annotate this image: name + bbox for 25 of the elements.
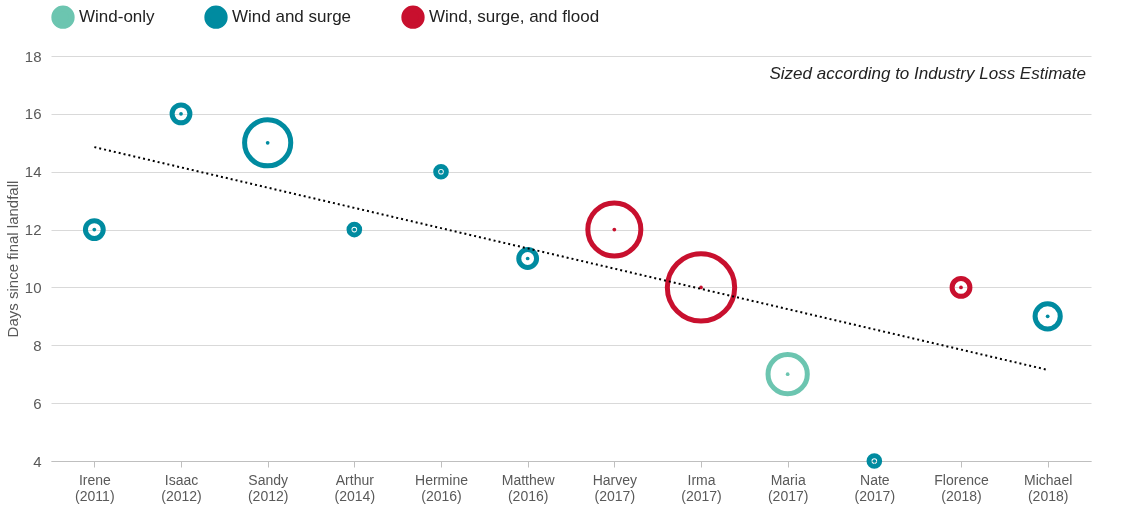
x-tick-label: Arthur (2014) xyxy=(334,471,376,504)
y-tick-label: 4 xyxy=(33,452,42,470)
x-tick-label: Florence (2018) xyxy=(934,471,989,504)
y-tick-label: 10 xyxy=(24,278,42,296)
x-tick-label: Irma (2017) xyxy=(681,471,722,504)
x-tick-label: Matthew (2016) xyxy=(501,471,556,504)
x-tick-label: Sandy (2012) xyxy=(247,471,289,504)
x-tick-label: Nate (2017) xyxy=(854,471,896,504)
x-tick-label: Michael (2018) xyxy=(1024,471,1073,504)
y-tick-label: 12 xyxy=(24,221,42,239)
x-tick-label: Hermine (2016) xyxy=(415,471,469,504)
legend-label: Wind and surge xyxy=(232,7,352,27)
legend-label: Wind, surge, and flood xyxy=(429,7,600,27)
x-tick-label: Isaac (2012) xyxy=(161,471,202,504)
y-tick-label: 18 xyxy=(24,47,42,65)
y-tick-label: 16 xyxy=(24,105,42,123)
legend-label: Wind-only xyxy=(79,7,156,27)
x-tick-label: Irene (2011) xyxy=(75,471,115,504)
y-axis-title: Days since final landfall xyxy=(3,180,21,338)
annotation: Sized according to Industry Loss Estimate xyxy=(769,64,1086,83)
x-tick-label: Harvey (2017) xyxy=(592,471,638,504)
x-tick-label: Maria (2017) xyxy=(767,471,809,504)
y-tick-label: 14 xyxy=(24,163,42,181)
y-tick-label: 6 xyxy=(33,394,42,412)
y-tick-label: 8 xyxy=(33,336,42,354)
